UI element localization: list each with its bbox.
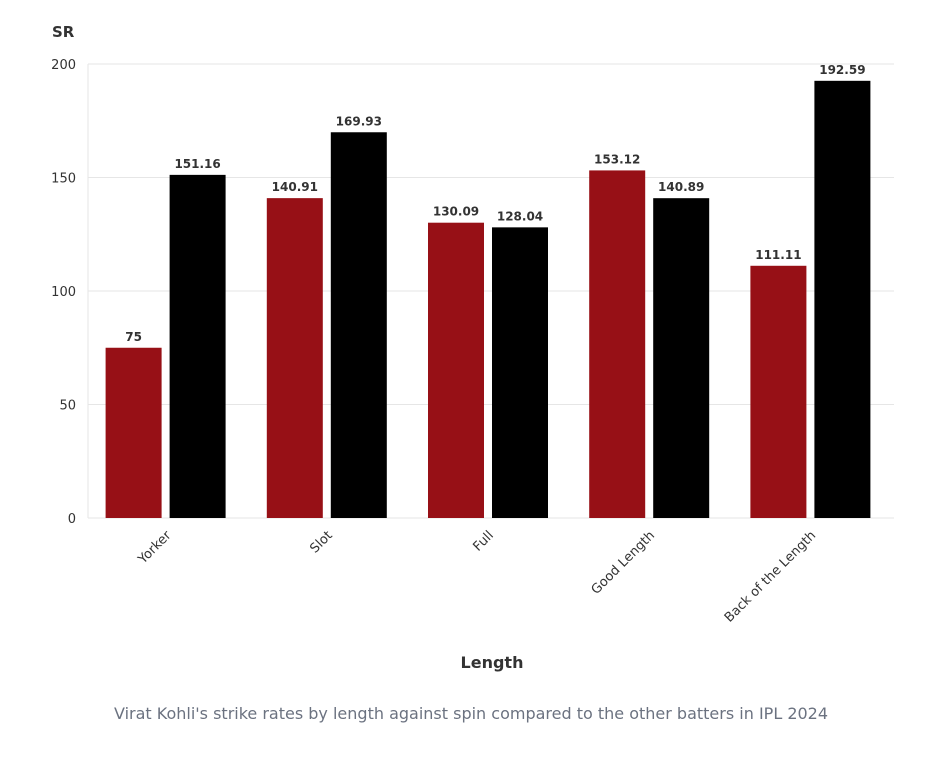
bar-value-label: 153.12 (594, 152, 640, 166)
bar-value-label: 130.09 (433, 205, 479, 219)
bar-value-label: 128.04 (497, 209, 543, 223)
x-tick-label: Yorker (135, 528, 175, 568)
x-tick-label: Back of the Length (722, 528, 819, 625)
bar-value-label: 192.59 (819, 63, 865, 77)
bar (492, 227, 548, 519)
bar (169, 174, 226, 518)
x-axis-title: Length (461, 653, 524, 672)
x-tick-label: Good Length (589, 528, 658, 597)
y-tick-label: 0 (68, 512, 76, 527)
bar (814, 80, 871, 518)
bar (266, 198, 323, 519)
y-axis-title: SR (52, 23, 75, 41)
bar-value-label: 151.16 (174, 157, 220, 171)
bar (105, 347, 162, 518)
bar-value-label: 75 (125, 330, 142, 344)
bar-value-label: 140.89 (658, 180, 704, 194)
y-tick-label: 100 (51, 285, 76, 300)
bar-value-label: 111.11 (755, 248, 801, 262)
x-tick-label: Slot (307, 528, 335, 556)
bar (330, 132, 387, 518)
bar-value-label: 140.91 (272, 180, 318, 194)
bar (653, 198, 710, 519)
y-tick-label: 150 (51, 172, 76, 187)
bar (750, 265, 807, 518)
bar-chart: 0 50 100 150 200 75 151.16 140.91 169.93 130.09 1… (51, 23, 894, 672)
y-axis-ticks: 0 50 100 150 200 (51, 58, 76, 527)
y-tick-label: 200 (51, 58, 76, 73)
bars (105, 80, 871, 519)
value-labels: 75 151.16 140.91 169.93 130.09 128.04 153.12 14… (125, 63, 865, 344)
bar (589, 170, 646, 518)
x-axis-ticks: Yorker Slot Full Good Length Back of the Len… (135, 528, 819, 626)
bar (428, 222, 484, 519)
x-tick-label: Full (470, 528, 496, 554)
bar-value-label: 169.93 (336, 114, 382, 128)
y-tick-label: 50 (59, 399, 76, 414)
chart-caption: Virat Kohli's strike rates by length aga… (113, 704, 829, 723)
